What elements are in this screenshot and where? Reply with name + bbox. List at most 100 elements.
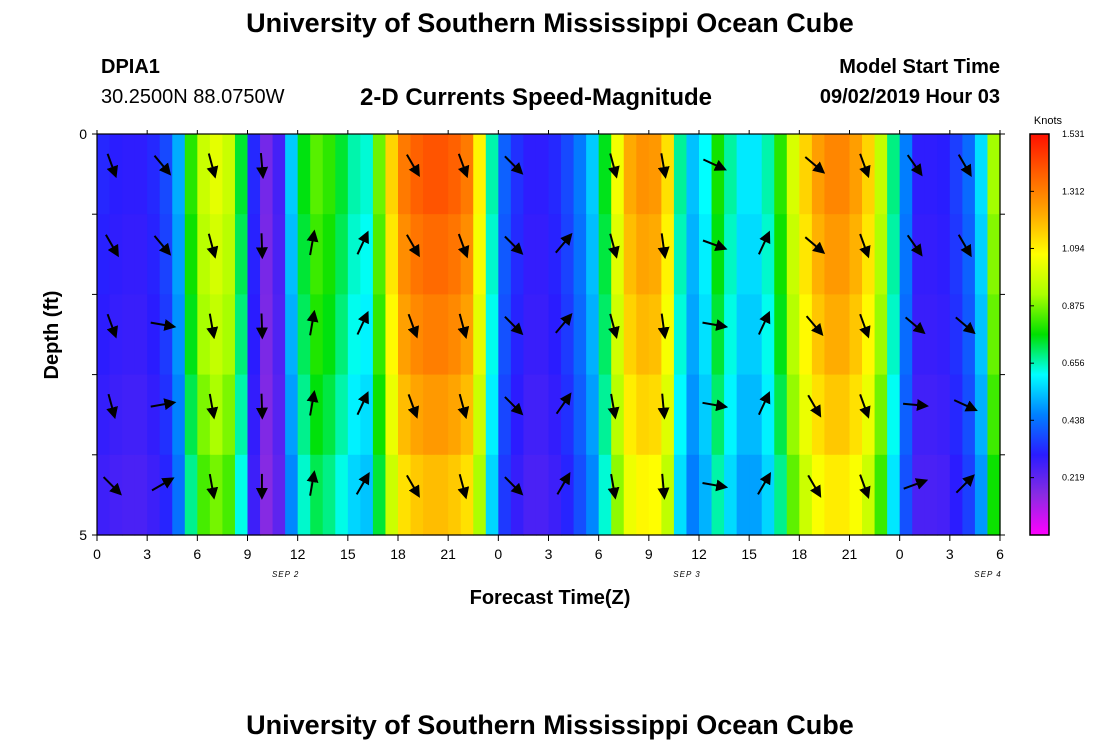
current-vector	[255, 393, 268, 420]
heat-cell	[310, 294, 324, 376]
heat-cell	[949, 374, 963, 456]
heat-cell	[648, 134, 662, 215]
heat-cell	[460, 214, 474, 295]
heat-cell	[209, 374, 224, 456]
heat-cell	[761, 134, 775, 215]
heat-cell	[197, 134, 211, 215]
heat-cell	[573, 374, 587, 456]
heat-cell	[836, 214, 851, 295]
heat-cell	[109, 374, 123, 456]
colorbar-tick-label: 1.094	[1062, 243, 1085, 253]
heat-cell	[711, 294, 725, 376]
current-vector	[555, 313, 573, 334]
heat-cell	[360, 454, 374, 536]
heat-cell	[385, 294, 399, 376]
colorbar-tick-label: 0.438	[1062, 415, 1085, 425]
speed-heatmap	[97, 134, 1001, 536]
current-vector	[608, 153, 620, 179]
heat-cell	[510, 374, 525, 456]
heat-cell	[799, 454, 813, 536]
heat-cell	[611, 374, 625, 456]
heat-cell	[460, 134, 474, 215]
heat-cell	[448, 134, 462, 215]
current-vector	[206, 313, 219, 340]
heat-cell	[937, 294, 951, 376]
heat-cell	[912, 214, 926, 295]
current-vector	[106, 393, 118, 420]
current-vector	[504, 476, 524, 496]
heat-cell	[498, 294, 512, 376]
heat-cell	[473, 454, 487, 536]
x-tick-label: 3	[545, 546, 553, 562]
heat-cell	[147, 214, 161, 295]
heat-cell	[749, 294, 763, 376]
current-vector	[657, 313, 670, 340]
heat-cell	[736, 374, 750, 456]
heat-cell	[811, 454, 826, 536]
heat-cell	[636, 214, 650, 295]
heat-cell	[673, 294, 688, 376]
current-vector	[153, 155, 172, 176]
current-vector	[657, 393, 670, 420]
heat-cell	[924, 214, 938, 295]
current-vector	[904, 316, 926, 335]
heat-cell	[372, 374, 387, 456]
current-vector	[407, 313, 420, 339]
heat-cell	[786, 214, 800, 295]
heat-cell	[611, 294, 625, 376]
heat-cell	[548, 214, 562, 295]
heat-cell	[485, 134, 499, 215]
heat-cell	[648, 454, 662, 536]
heat-cell	[924, 374, 938, 456]
current-vector	[406, 154, 420, 178]
heat-cell	[435, 374, 449, 456]
heat-cell	[197, 454, 211, 536]
current-vector	[457, 393, 470, 420]
heat-cell	[109, 214, 123, 295]
heat-cell	[598, 214, 612, 295]
heat-cell	[811, 374, 826, 456]
heat-cell	[134, 454, 148, 536]
current-vector	[906, 234, 923, 257]
heat-cell	[736, 294, 750, 376]
current-vector	[206, 393, 219, 420]
heat-cell	[949, 134, 963, 215]
heat-cell	[473, 374, 487, 456]
heat-cell	[661, 294, 675, 376]
heat-cell	[774, 374, 788, 456]
heat-cell	[749, 374, 763, 456]
heat-cell	[699, 134, 713, 215]
heat-cell	[297, 294, 311, 376]
current-vector	[607, 393, 620, 420]
heat-cell	[335, 454, 349, 536]
heat-cell	[423, 214, 437, 295]
current-vector	[953, 399, 978, 412]
heat-cell	[561, 374, 575, 456]
colorbar-title: Knots	[1034, 115, 1063, 127]
heat-cell	[736, 454, 750, 536]
current-vector	[607, 473, 620, 500]
current-vector	[955, 316, 976, 335]
current-vector	[859, 474, 871, 499]
heat-cell	[598, 294, 612, 376]
heat-cell	[272, 454, 286, 536]
current-vector	[306, 309, 319, 336]
current-vector	[804, 236, 826, 254]
heat-cell	[974, 294, 989, 376]
current-vector	[955, 474, 975, 494]
heat-cell	[448, 294, 462, 376]
heat-cell	[699, 454, 713, 536]
heat-cell	[749, 134, 763, 215]
heat-cell	[272, 134, 286, 215]
heat-cell	[385, 374, 399, 456]
heat-cell	[586, 374, 600, 456]
heat-cell	[949, 294, 963, 376]
heat-cell	[598, 454, 612, 536]
heat-cell	[661, 134, 675, 215]
heat-cell	[347, 134, 361, 215]
heat-cell	[372, 134, 387, 215]
station-coordinates: 30.2500N 88.0750W	[101, 86, 285, 108]
current-vector	[355, 471, 370, 495]
heat-cell	[586, 134, 600, 215]
heat-cell	[398, 294, 412, 376]
